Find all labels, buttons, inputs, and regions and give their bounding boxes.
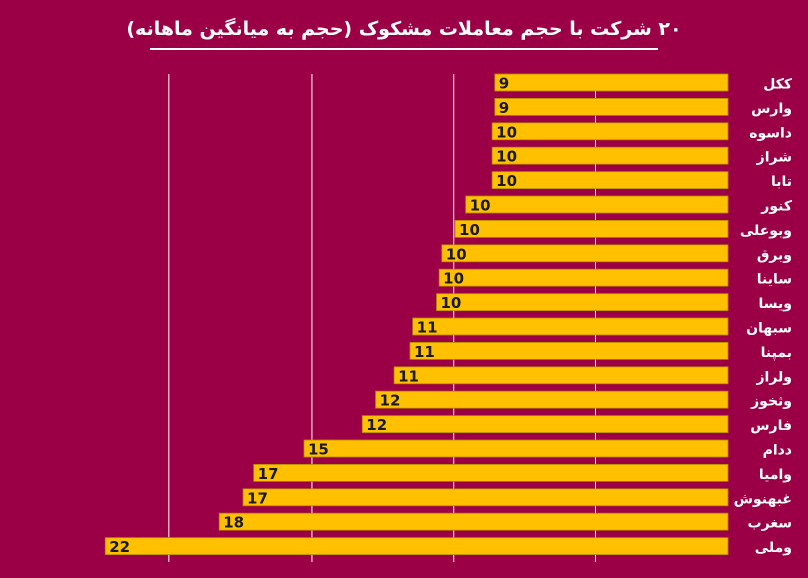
bar-20 [104, 537, 729, 555]
data-label-18: 17 [247, 489, 268, 507]
bar-19 [218, 512, 729, 531]
bar-11 [412, 317, 729, 336]
data-label-19: 18 [223, 514, 244, 532]
data-label-3: 10 [496, 123, 517, 141]
bar-14 [375, 390, 729, 409]
bar-6 [465, 195, 729, 214]
data-label-7: 10 [459, 221, 480, 239]
category-label-10: ویسا [759, 296, 792, 312]
category-label-6: کنور [760, 199, 793, 215]
category-label-1: ککل [763, 77, 793, 93]
data-label-10: 10 [441, 294, 462, 312]
bar-2 [494, 98, 729, 116]
bar-10 [436, 293, 729, 312]
data-label-4: 10 [496, 148, 517, 166]
bar-5 [491, 171, 729, 190]
bar-16 [303, 439, 729, 458]
category-label-12: بمپنا [761, 345, 792, 361]
category-label-4: شراز [756, 150, 792, 166]
category-label-17: وامیا [759, 467, 792, 483]
category-label-18: غبهنوش [734, 491, 792, 507]
category-label-7: وبوعلی [740, 223, 792, 239]
category-label-14: وثخوز [750, 394, 792, 410]
bar-9 [438, 268, 729, 287]
data-label-12: 11 [414, 343, 435, 361]
data-label-15: 12 [366, 416, 387, 434]
bar-15 [361, 415, 729, 434]
data-label-1: 9 [499, 75, 509, 93]
bar-3 [491, 122, 729, 141]
data-label-11: 11 [417, 319, 438, 337]
category-label-9: ساینا [757, 272, 792, 288]
category-label-19: سغرب [748, 516, 792, 532]
category-label-11: سبهان [746, 321, 792, 337]
category-label-16: ددام [763, 443, 792, 459]
category-label-2: وارس [751, 101, 792, 117]
data-label-13: 11 [398, 367, 419, 385]
bar-18 [242, 488, 729, 507]
data-label-20: 22 [109, 538, 130, 556]
bar-1 [494, 73, 729, 92]
title-underline [150, 48, 658, 50]
category-label-3: داسوه [749, 125, 792, 141]
bar-12 [409, 341, 729, 360]
data-label-8: 10 [446, 245, 467, 263]
bar-17 [253, 463, 729, 482]
category-label-20: وملی [755, 540, 792, 556]
category-label-5: تابا [771, 174, 792, 190]
data-label-16: 15 [308, 441, 329, 459]
data-label-5: 10 [496, 172, 517, 190]
data-label-14: 12 [380, 392, 401, 410]
data-label-17: 17 [258, 465, 279, 483]
category-label-13: ولراز [755, 369, 792, 385]
bar-8 [441, 244, 729, 263]
data-label-9: 10 [443, 270, 464, 288]
data-label-6: 10 [470, 197, 491, 215]
bar-4 [491, 146, 729, 165]
bar-13 [393, 366, 729, 385]
category-label-8: وبرق [757, 247, 792, 263]
category-label-15: فارس [750, 418, 792, 434]
bar-7 [454, 219, 729, 238]
data-label-2: 9 [499, 99, 509, 117]
chart-title: ۲۰ شرکت با حجم معاملات مشکوک (حجم به میا… [126, 18, 682, 40]
